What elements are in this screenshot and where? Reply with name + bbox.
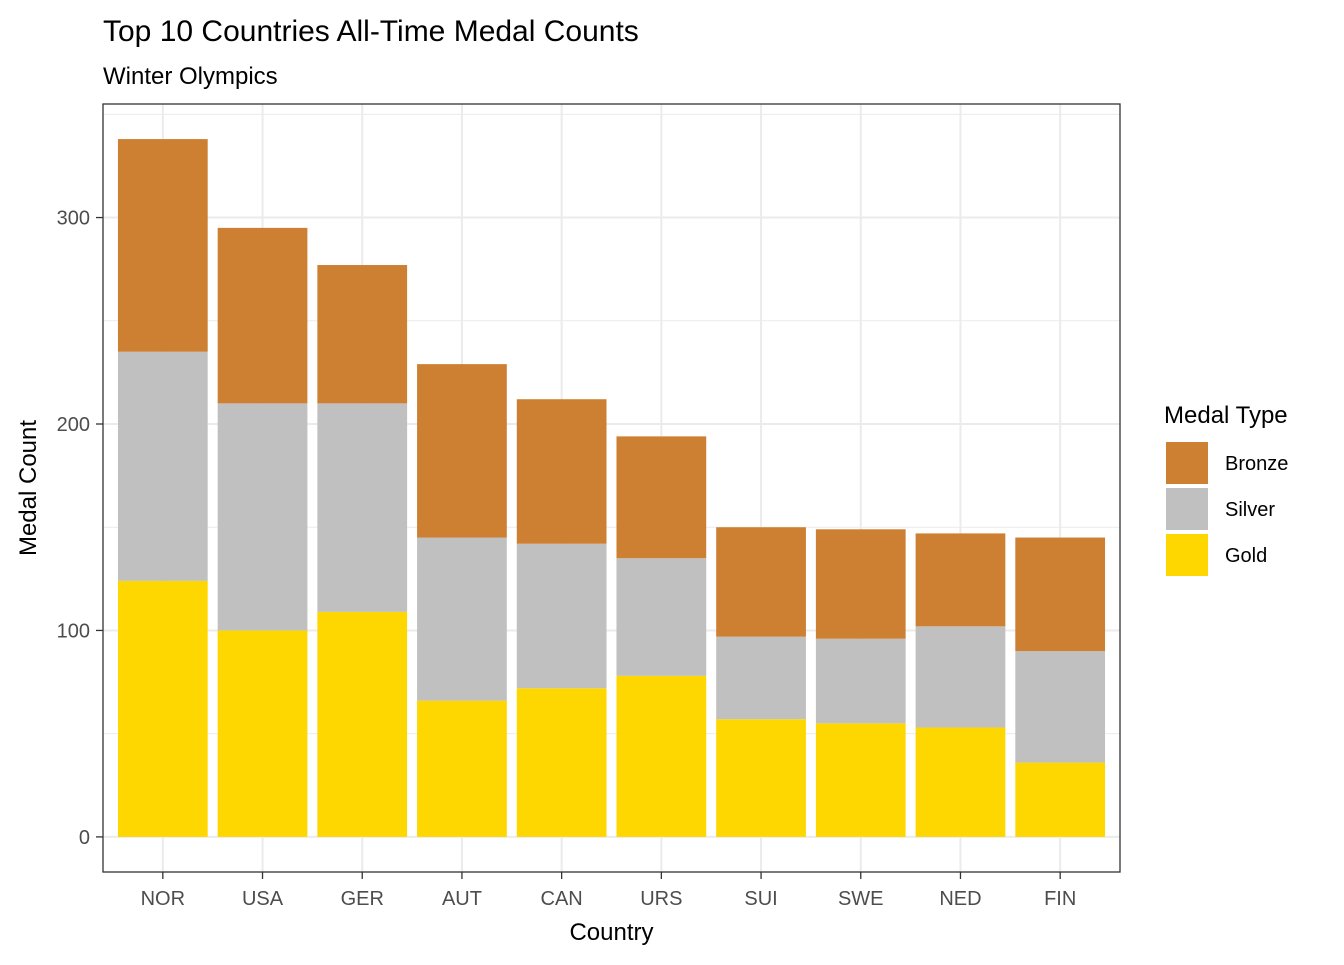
bar-bronze-aut (417, 364, 507, 538)
x-axis-title: Country (569, 919, 653, 946)
bar-gold-urs (616, 675, 707, 837)
x-tick-label-ned: NED (939, 888, 981, 910)
bar-silver-fin (1015, 651, 1106, 763)
bars (117, 139, 1106, 837)
x-tick-label-aut: AUT (442, 888, 482, 910)
bar-gold-sui (716, 719, 806, 837)
bar-gold-can (516, 688, 607, 837)
bar-gold-swe (815, 723, 906, 837)
x-tick-label-usa: USA (242, 888, 284, 910)
bar-bronze-fin (1015, 537, 1106, 652)
x-tick-label-fin: FIN (1044, 888, 1076, 910)
bar-gold-usa (217, 630, 308, 837)
bar-bronze-ned (915, 533, 1006, 627)
legend: Medal Type Bronze Silver Gold (1164, 402, 1288, 576)
y-axis-title: Medal Count (15, 420, 42, 556)
bar-silver-nor (117, 351, 208, 581)
x-tick-label-swe: SWE (838, 888, 884, 910)
x-tick-label-urs: URS (640, 888, 682, 910)
legend-label-silver: Silver (1225, 499, 1275, 521)
y-tick-label: 100 (57, 620, 90, 642)
bar-bronze-swe (815, 529, 906, 639)
bar-gold-fin (1015, 762, 1106, 837)
bar-gold-nor (117, 580, 208, 837)
chart-title: Top 10 Countries All-Time Medal Counts (103, 15, 639, 48)
bar-silver-ger (317, 403, 408, 612)
bar-gold-aut (417, 700, 507, 837)
legend-label-bronze: Bronze (1225, 453, 1288, 475)
y-tick-label: 0 (79, 827, 90, 849)
legend-swatch-bronze (1166, 442, 1208, 484)
bar-bronze-nor (117, 139, 208, 352)
bar-bronze-urs (616, 436, 707, 559)
bar-silver-urs (616, 558, 707, 676)
legend-title: Medal Type (1164, 402, 1288, 429)
bar-silver-ned (915, 626, 1006, 728)
legend-swatch-gold (1166, 534, 1208, 576)
plot-panel-border (102, 103, 1121, 873)
y-tick-label: 300 (57, 208, 90, 230)
bar-silver-swe (815, 638, 906, 724)
y-tick-label: 200 (57, 414, 90, 436)
bar-bronze-usa (217, 227, 308, 404)
legend-swatch-silver (1166, 488, 1208, 530)
axes: 0 100 200 300 NOR USA GER AUT CAN URS SUI SWE NED FIN (57, 208, 1077, 910)
x-tick-label-can: CAN (541, 888, 583, 910)
bar-silver-aut (417, 537, 507, 701)
bar-bronze-ger (317, 265, 408, 404)
bar-silver-sui (716, 636, 806, 720)
legend-label-gold: Gold (1225, 545, 1267, 567)
bar-gold-ned (915, 727, 1006, 837)
x-tick-label-nor: NOR (141, 888, 185, 910)
chart-subtitle: Winter Olympics (103, 63, 278, 90)
bar-silver-usa (217, 403, 308, 631)
bar-gold-ger (317, 611, 408, 837)
bar-bronze-can (516, 399, 607, 544)
legend-items: Bronze Silver Gold (1166, 442, 1288, 576)
bar-bronze-sui (716, 527, 806, 637)
x-tick-label-sui: SUI (744, 888, 777, 910)
bar-silver-can (516, 543, 607, 689)
x-tick-label-ger: GER (341, 888, 384, 910)
